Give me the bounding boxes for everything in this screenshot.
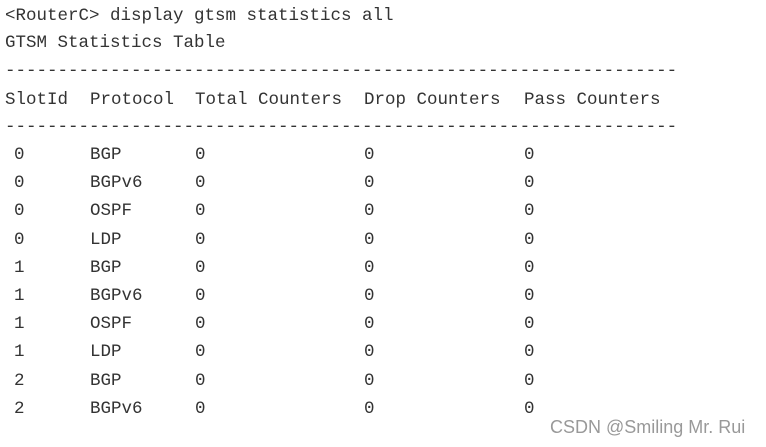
cell: 0 bbox=[364, 201, 375, 222]
cell: 0 bbox=[364, 257, 375, 278]
cell: 1 bbox=[14, 342, 25, 363]
watermark: CSDN @Smiling Mr. Rui bbox=[550, 417, 746, 437]
command: <RouterC> display gtsm statistics all bbox=[5, 6, 394, 26]
cell: 0 bbox=[364, 173, 375, 194]
header-cell: SlotId bbox=[5, 90, 69, 110]
cell: 0 bbox=[524, 173, 535, 194]
cell: 0 bbox=[195, 314, 206, 335]
cell: OSPF bbox=[90, 314, 133, 335]
separator: ----------------------------------------… bbox=[5, 117, 678, 137]
cell: 0 bbox=[14, 173, 25, 194]
cell: 0 bbox=[195, 286, 206, 306]
cell: BGPv6 bbox=[90, 398, 143, 419]
cell: 0 bbox=[524, 398, 535, 419]
cell: 0 bbox=[524, 229, 535, 250]
cell: 1 bbox=[14, 257, 25, 278]
cell: LDP bbox=[90, 229, 122, 250]
cell: 0 bbox=[195, 173, 206, 194]
cell: BGP bbox=[90, 145, 122, 165]
cell: BGP bbox=[90, 370, 122, 391]
cell: 0 bbox=[364, 370, 375, 391]
header-cell: Pass Counters bbox=[524, 90, 661, 110]
cell: 0 bbox=[195, 370, 206, 391]
cell: BGP bbox=[90, 257, 122, 278]
cell: 0 bbox=[364, 229, 375, 250]
cell: LDP bbox=[90, 342, 122, 363]
cell: 0 bbox=[14, 229, 25, 250]
cell: 0 bbox=[524, 257, 535, 278]
cell: OSPF bbox=[90, 201, 133, 222]
cell: 0 bbox=[195, 201, 206, 222]
header-cell: Protocol bbox=[90, 90, 175, 110]
title: GTSM Statistics Table bbox=[5, 33, 226, 53]
cell: 0 bbox=[364, 145, 375, 165]
cell: 0 bbox=[195, 398, 206, 419]
cell: 0 bbox=[364, 398, 375, 419]
cell: 2 bbox=[14, 398, 25, 419]
cell: 0 bbox=[195, 342, 206, 363]
cell: 2 bbox=[14, 370, 25, 391]
cell: 0 bbox=[524, 201, 535, 222]
cell: BGPv6 bbox=[90, 173, 143, 194]
cell: BGPv6 bbox=[90, 286, 143, 306]
cell: 0 bbox=[524, 286, 535, 306]
header-cell: Total Counters bbox=[195, 90, 343, 110]
cell: 0 bbox=[195, 229, 206, 250]
cell: 0 bbox=[524, 145, 535, 165]
header-cell: Drop Counters bbox=[364, 90, 501, 110]
cell: 0 bbox=[364, 314, 375, 335]
cell: 0 bbox=[14, 201, 25, 222]
cell: 0 bbox=[524, 314, 535, 335]
cell: 0 bbox=[524, 342, 535, 363]
cell: 0 bbox=[195, 257, 206, 278]
cell: 1 bbox=[14, 286, 25, 306]
separator: ----------------------------------------… bbox=[5, 61, 678, 81]
cell: 0 bbox=[14, 145, 25, 165]
cell: 1 bbox=[14, 314, 25, 335]
cell: 0 bbox=[524, 370, 535, 391]
cell: 0 bbox=[195, 145, 206, 165]
cell: 0 bbox=[364, 342, 375, 363]
cell: 0 bbox=[364, 286, 375, 306]
